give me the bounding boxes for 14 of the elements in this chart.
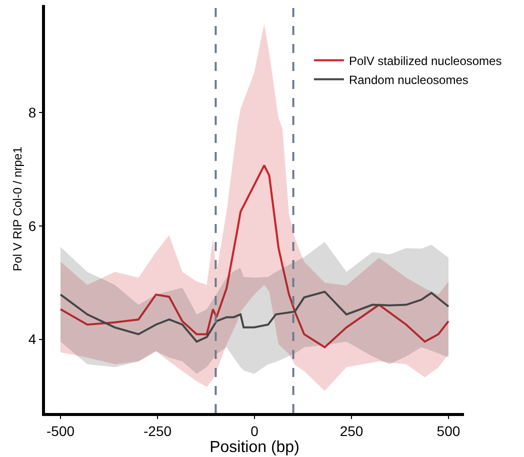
legend-label: PolV stabilized nucleosomes bbox=[348, 54, 502, 68]
y-tick-label: 4 bbox=[28, 331, 36, 348]
x-tick-label: -250 bbox=[143, 422, 172, 439]
x-tick-label: 0 bbox=[250, 422, 259, 439]
x-tick-label: -500 bbox=[46, 422, 75, 439]
x-axis-title: Position (bp) bbox=[210, 438, 300, 456]
x-tick-label: 500 bbox=[436, 422, 460, 439]
y-tick-label: 6 bbox=[28, 218, 36, 234]
legend-label: Random nucleosomes bbox=[348, 72, 468, 87]
x-tick-label: 250 bbox=[340, 422, 364, 439]
line-series bbox=[60, 290, 450, 343]
y-axis-title: Pol V RIP Col-0 / nrpe1 bbox=[10, 146, 25, 272]
line-series bbox=[60, 164, 450, 348]
y-tick-label: 8 bbox=[28, 104, 36, 121]
